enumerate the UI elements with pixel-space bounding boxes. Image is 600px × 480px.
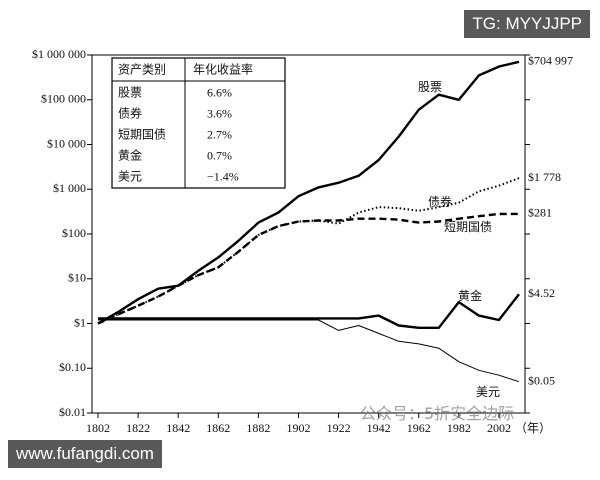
series-line (97, 212, 520, 325)
table-frame (111, 57, 286, 189)
table-cell: 2.7% (207, 127, 232, 141)
x-axis-unit: （年） (515, 421, 551, 435)
table-cell: 短期国债 (118, 127, 166, 141)
y-tick-label: $100 000 (41, 92, 86, 106)
end-label: $281 (528, 206, 552, 220)
y-tick-label: $1 000 (53, 181, 86, 195)
end-label: $0.05 (528, 373, 555, 387)
series-name: 黄金 (458, 288, 482, 303)
series-line (97, 177, 520, 325)
y-tick-label: $1 000 000 (32, 47, 86, 61)
table-cell: 股票 (118, 85, 142, 99)
table-cell: 0.7% (207, 148, 232, 162)
y-tick-label: $10 (68, 271, 86, 285)
y-tick-label: $0.10 (59, 360, 86, 374)
series-name: 债券 (428, 194, 452, 209)
y-tick-label: $1 (74, 315, 86, 329)
x-tick-label: 1882 (246, 421, 270, 435)
series-line (98, 319, 520, 383)
end-label: $1 778 (528, 170, 561, 184)
x-tick-label: 2002 (487, 421, 511, 435)
end-label: $704 997 (528, 54, 573, 68)
y-tick-label: $10 000 (47, 136, 86, 150)
table-cell: 债券 (118, 105, 142, 120)
table-cell: 3.6% (207, 106, 232, 120)
table-cell: 美元 (118, 169, 142, 183)
x-tick-label: 1902 (286, 421, 310, 435)
x-tick-label: 1922 (327, 421, 351, 435)
series-line (98, 293, 520, 329)
watermark: TG: MYYJJPP (464, 10, 590, 38)
table-header: 年化收益率 (193, 61, 253, 76)
watermark: 公众号：5折安全边际 (360, 404, 515, 423)
table-header: 资产类别 (118, 62, 166, 76)
series-name: 股票 (418, 80, 442, 94)
x-tick-label: 1862 (206, 421, 230, 435)
y-tick-label: $100 (62, 226, 86, 240)
x-tick-label: 1962 (407, 421, 431, 435)
table-cell: 黄金 (118, 147, 142, 162)
x-tick-label: 1802 (86, 421, 110, 435)
x-tick-label: 1822 (126, 421, 150, 435)
y-tick-label: $0.01 (59, 405, 86, 419)
x-tick-label: 1942 (367, 421, 391, 435)
table-cell: 6.6% (207, 85, 232, 99)
table-cell: −1.4% (207, 169, 239, 183)
x-tick-label: 1982 (447, 421, 471, 435)
series-name: 美元 (476, 385, 500, 399)
series-name: 短期国债 (444, 220, 492, 234)
x-tick-label: 1842 (166, 421, 190, 435)
watermark: www.fufangdi.com (8, 440, 162, 468)
end-label: $4.52 (528, 286, 555, 300)
series-line (97, 60, 520, 325)
